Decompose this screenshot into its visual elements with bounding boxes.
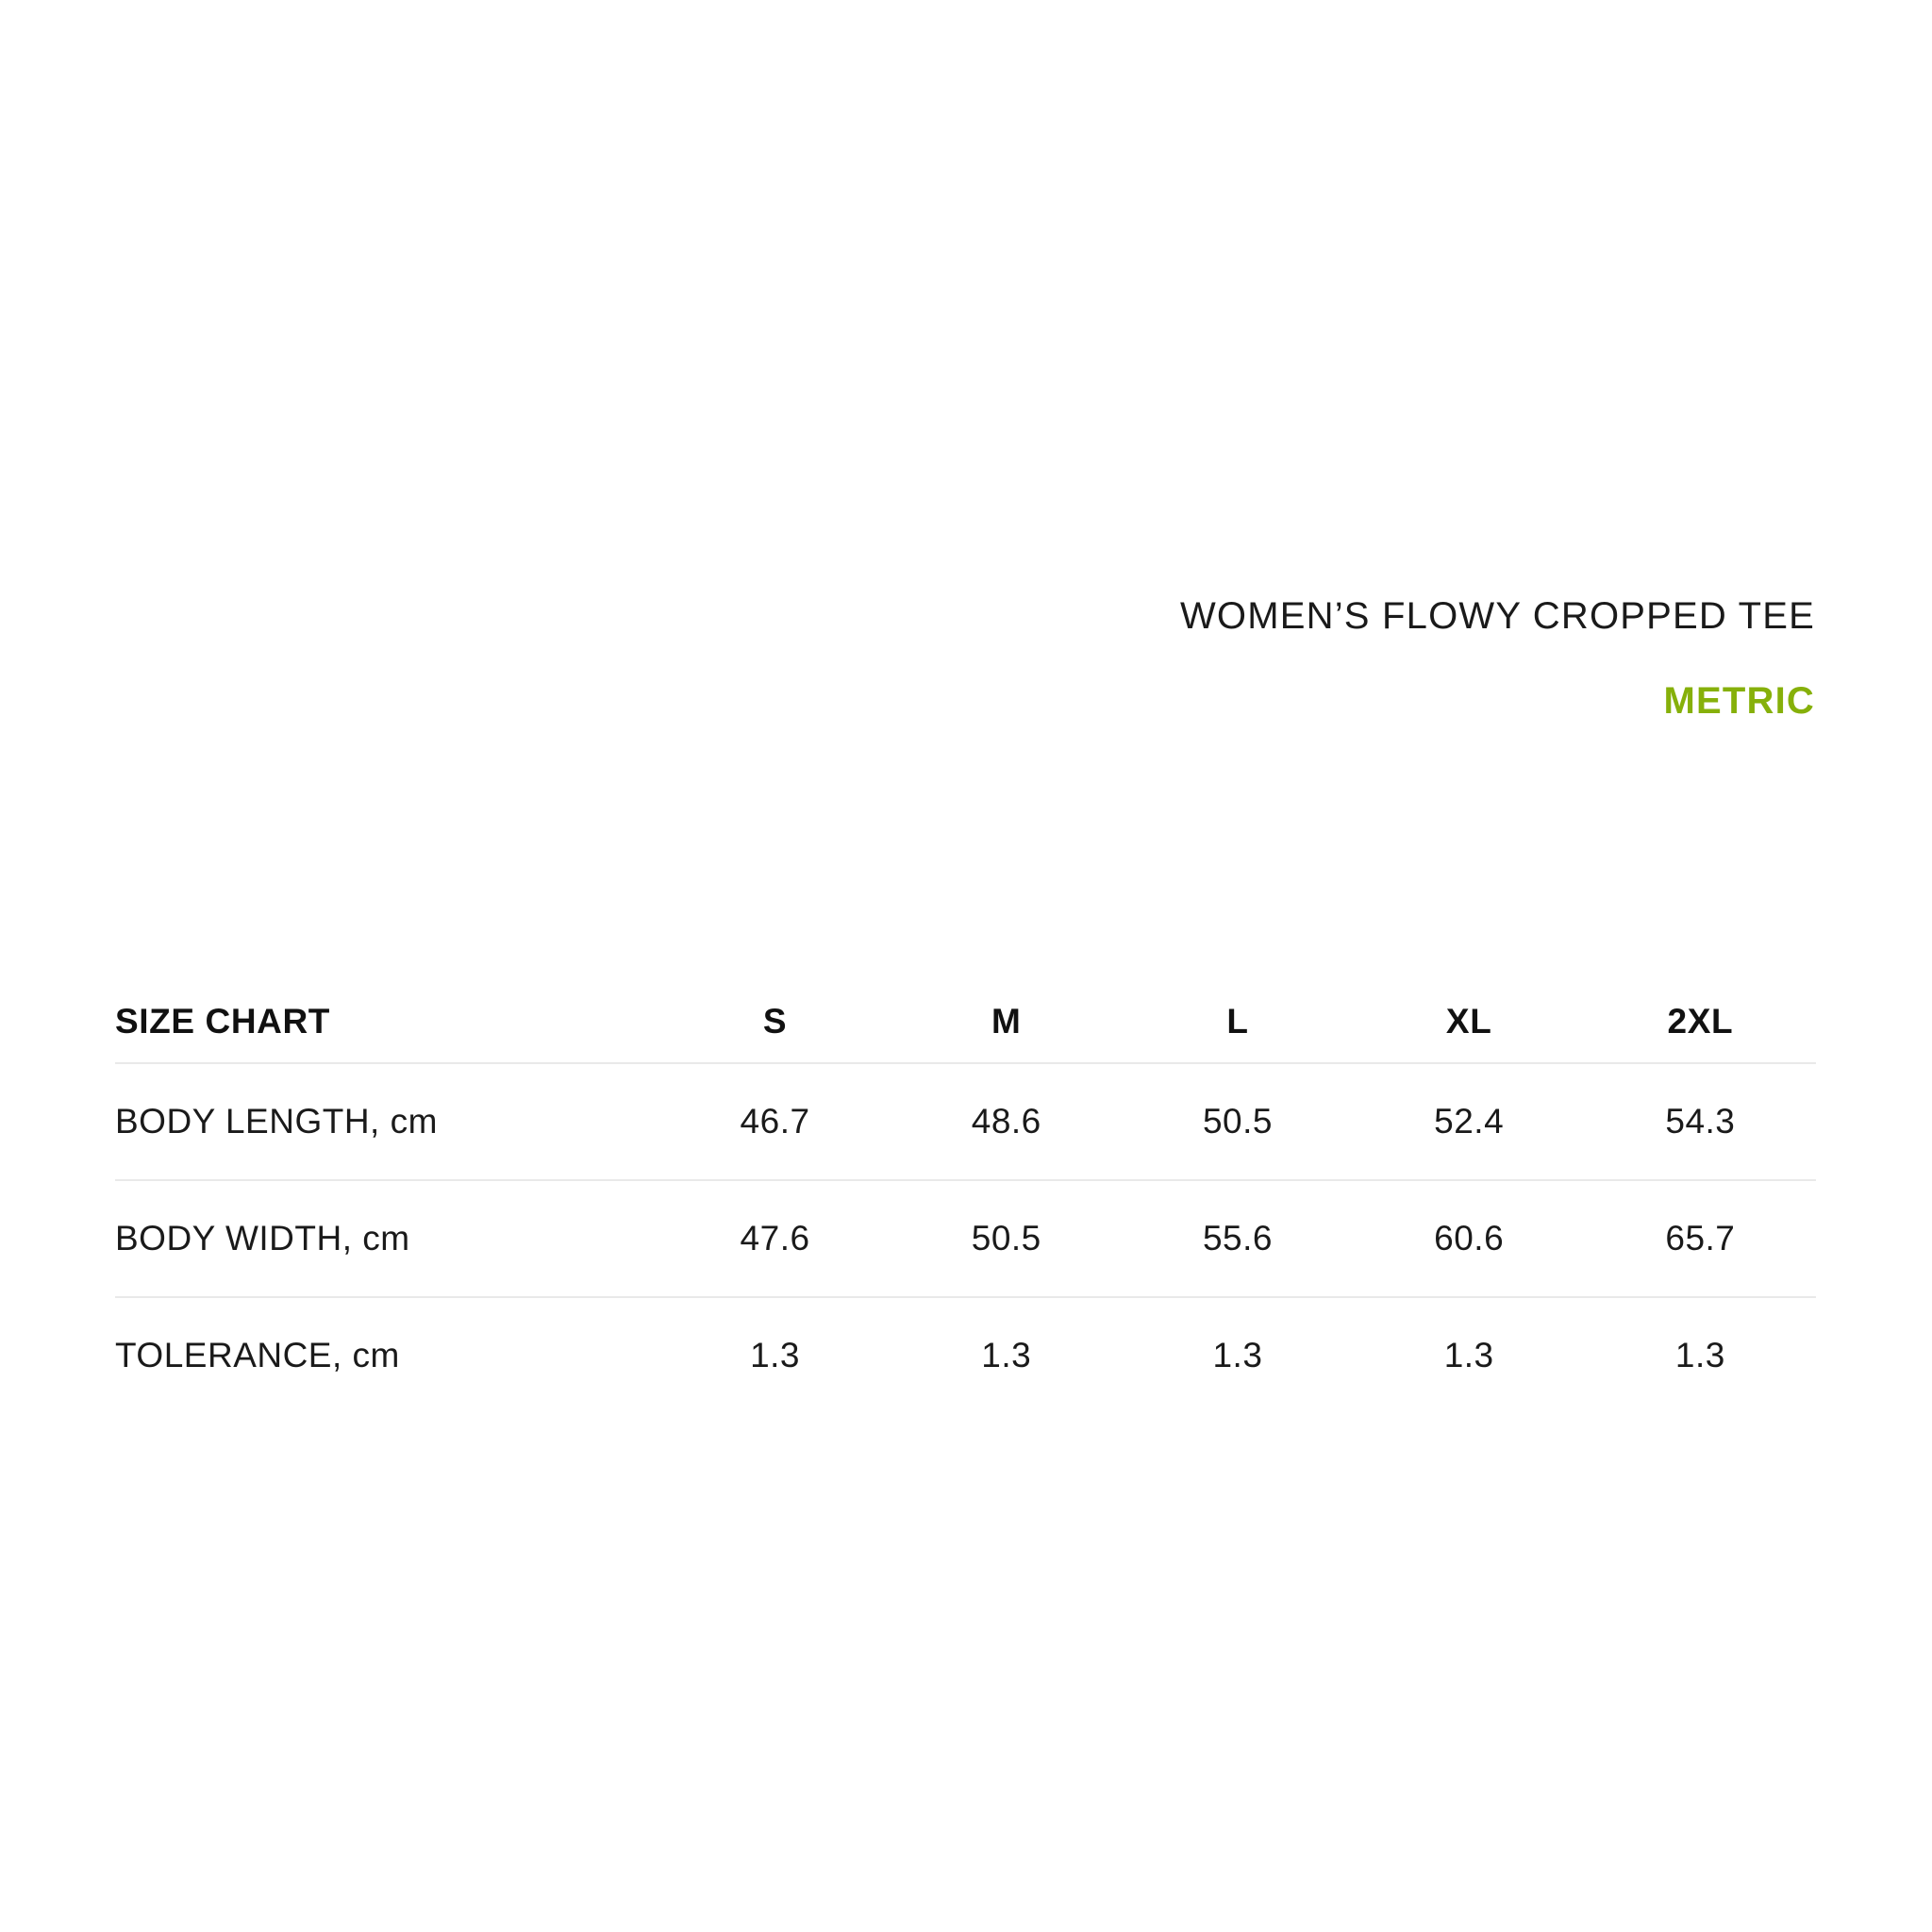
column-header-m: M [991, 1002, 1022, 1041]
cell-tolerance-xl: 1.3 [1353, 1296, 1585, 1413]
table-row: BODY WIDTH, cm 47.6 50.5 55.6 60.6 65.7 [115, 1179, 1816, 1297]
cell-body-length-m: 48.6 [891, 1062, 1123, 1180]
table-row: TOLERANCE, cm 1.3 1.3 1.3 1.3 1.3 [115, 1296, 1816, 1413]
header-block: WOMEN’S FLOWY CROPPED TEE METRIC [0, 594, 1815, 723]
row-label-body-width: BODY WIDTH, cm [115, 1179, 659, 1297]
row-label-tolerance: TOLERANCE, cm [115, 1296, 659, 1413]
unit-system-label: METRIC [1663, 680, 1815, 722]
table-row: BODY LENGTH, cm 46.7 48.6 50.5 52.4 54.3 [115, 1062, 1816, 1180]
cell-body-width-s: 47.6 [658, 1179, 891, 1297]
column-header-s: S [762, 1002, 788, 1041]
column-header-2xl: 2XL [1667, 1002, 1734, 1041]
cell-tolerance-l: 1.3 [1122, 1296, 1354, 1413]
column-header-l: L [1226, 1002, 1249, 1041]
cell-body-width-xl: 60.6 [1353, 1179, 1585, 1297]
table-corner-label: SIZE CHART [115, 1002, 330, 1041]
cell-body-width-l: 55.6 [1122, 1179, 1354, 1297]
cell-body-length-l: 50.5 [1122, 1062, 1354, 1180]
table-header: SIZE CHART S M L XL 2XL [115, 981, 1816, 1063]
page-title: WOMEN’S FLOWY CROPPED TEE [1179, 595, 1815, 637]
row-label-body-length: BODY LENGTH, cm [115, 1062, 659, 1180]
size-chart-table-container: SIZE CHART S M L XL 2XL BODY LENGTH, cm … [115, 981, 1816, 1413]
cell-body-width-m: 50.5 [891, 1179, 1123, 1297]
cell-tolerance-s: 1.3 [658, 1296, 891, 1413]
cell-body-width-2xl: 65.7 [1584, 1179, 1816, 1297]
table-body: BODY LENGTH, cm 46.7 48.6 50.5 52.4 54.3… [115, 1062, 1816, 1413]
cell-tolerance-2xl: 1.3 [1584, 1296, 1816, 1413]
column-header-xl: XL [1445, 1002, 1492, 1041]
cell-tolerance-m: 1.3 [891, 1296, 1123, 1413]
cell-body-length-s: 46.7 [658, 1062, 891, 1180]
size-chart-table: SIZE CHART S M L XL 2XL BODY LENGTH, cm … [115, 981, 1816, 1413]
cell-body-length-xl: 52.4 [1353, 1062, 1585, 1180]
table-header-row: SIZE CHART S M L XL 2XL [115, 981, 1816, 1063]
cell-body-length-2xl: 54.3 [1584, 1062, 1816, 1180]
